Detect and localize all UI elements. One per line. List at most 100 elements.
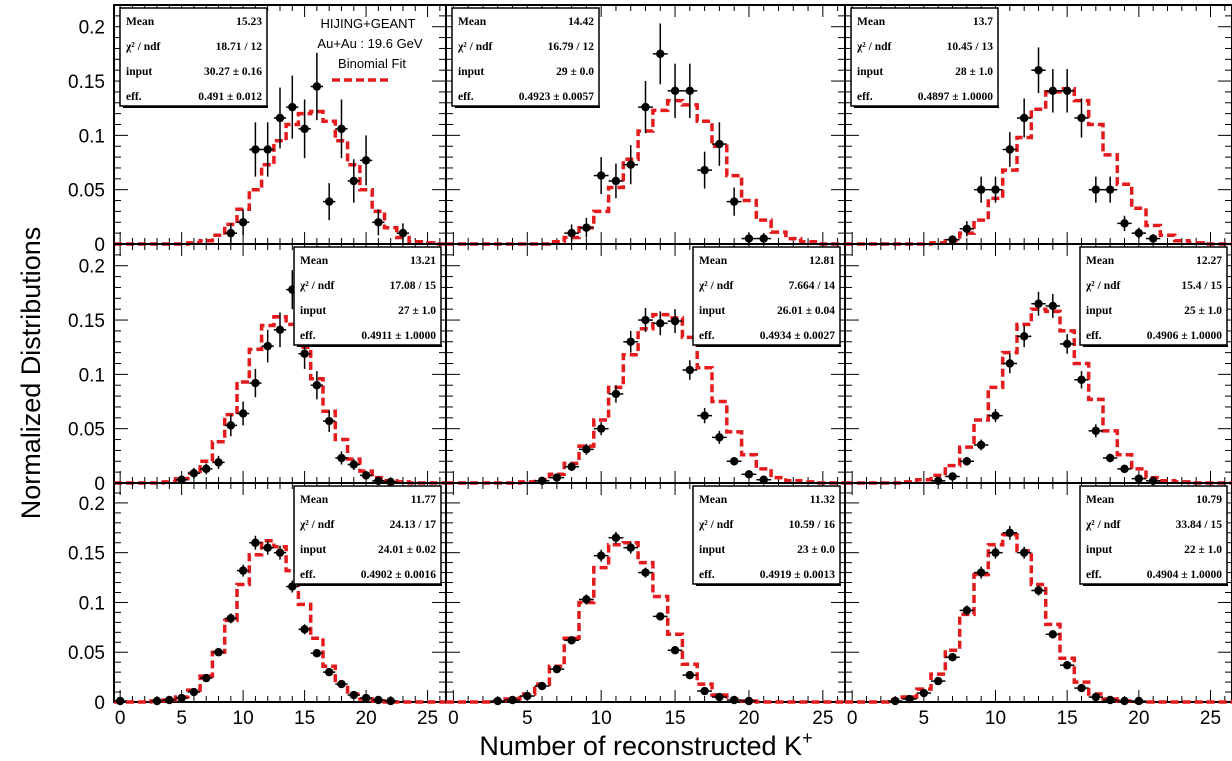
- stats-label: χ² / ndf: [299, 519, 334, 531]
- data-marker: [263, 543, 272, 552]
- data-marker: [670, 316, 680, 326]
- data-point: [608, 385, 624, 403]
- stats-box: Mean 12.81 χ² / ndf 7.664 / 14 input 26.01 ± …: [692, 246, 841, 347]
- binomial-fit-line: [114, 109, 446, 246]
- data-marker: [715, 692, 724, 702]
- stats-label: Mean: [1086, 494, 1115, 506]
- binomial-fit-line: [446, 98, 845, 246]
- data-point: [638, 567, 653, 578]
- data-marker: [152, 696, 162, 706]
- stats-box: Mean 11.32 χ² / ndf 10.59 / 16 input 23 ± 0.0…: [692, 485, 841, 586]
- data-point: [249, 122, 262, 177]
- data-marker: [919, 688, 929, 698]
- data-marker: [1148, 234, 1158, 243]
- data-point: [1060, 69, 1075, 113]
- data-marker: [251, 538, 260, 547]
- stats-value-input: 26.01 ± 0.04: [777, 305, 835, 317]
- data-marker: [641, 568, 650, 577]
- data-marker: [508, 695, 517, 705]
- data-point: [988, 409, 1003, 423]
- stats-value-chi2: 18.71 / 12: [216, 41, 263, 53]
- data-marker: [1005, 528, 1015, 537]
- data-marker: [611, 533, 621, 542]
- x-tick-label: 15: [294, 708, 315, 729]
- x-tick-label: 5: [176, 708, 187, 729]
- data-point: [1060, 334, 1075, 354]
- y-tick-label: 0: [94, 474, 105, 495]
- data-marker: [361, 471, 371, 480]
- annotation-line1: HIJING+GEANT: [321, 16, 416, 31]
- stats-label: input: [857, 66, 883, 78]
- x-tick-label: 25: [1200, 708, 1221, 729]
- y-tick-label: 0.2: [79, 257, 105, 278]
- data-point: [945, 235, 960, 244]
- data-marker: [398, 228, 408, 238]
- stats-value-mean: 13.7: [973, 16, 993, 28]
- stats-label: χ² / ndf: [698, 519, 733, 531]
- x-axis-title-main: Number of reconstructed K: [479, 731, 802, 761]
- stats-value-chi2: 16.79 / 12: [548, 41, 595, 53]
- data-point: [372, 695, 385, 705]
- stats-value-eff: 0.4906 ± 1.0000: [1147, 330, 1223, 342]
- panel-1-3: Mean 13.7 χ² / ndf 10.45 / 13 input 28 ± 1.0 e…: [844, 4, 1232, 246]
- data-point: [1117, 464, 1132, 474]
- data-marker: [552, 473, 562, 482]
- data-point: [564, 224, 579, 242]
- stats-box-frame: [850, 7, 999, 107]
- data-point: [384, 696, 397, 706]
- data-point: [1031, 291, 1046, 316]
- stats-value-chi2: 24.13 / 17: [390, 519, 437, 531]
- data-marker: [226, 421, 236, 430]
- data-point: [1146, 234, 1161, 243]
- stats-box-frame: [692, 246, 841, 346]
- data-point: [974, 566, 989, 579]
- data-point: [249, 368, 262, 398]
- data-marker: [890, 696, 900, 706]
- data-marker: [1048, 86, 1058, 96]
- data-point: [396, 223, 410, 243]
- data-point: [564, 462, 579, 472]
- data-point: [726, 456, 742, 466]
- data-point: [519, 691, 535, 701]
- data-point: [1002, 132, 1017, 167]
- data-marker: [189, 687, 199, 697]
- stats-label: Mean: [857, 16, 886, 28]
- data-point: [200, 673, 213, 683]
- data-marker: [493, 696, 502, 706]
- stats-value-chi2: 17.08 / 15: [390, 280, 437, 292]
- data-marker: [582, 595, 591, 604]
- data-marker: [759, 475, 768, 484]
- stats-box: Mean 10.79 χ² / ndf 33.84 / 15 input 22 ± 1.0…: [1079, 485, 1228, 586]
- x-tick-label: 5: [919, 708, 930, 729]
- data-point: [697, 151, 712, 189]
- data-marker: [1134, 228, 1144, 238]
- data-point: [323, 410, 336, 432]
- data-point: [712, 122, 727, 166]
- data-marker: [251, 378, 260, 388]
- data-marker: [238, 409, 248, 418]
- data-marker: [324, 197, 334, 206]
- stats-label: input: [699, 305, 725, 317]
- data-marker: [275, 548, 285, 557]
- data-marker: [670, 86, 680, 96]
- data-point: [652, 23, 668, 85]
- axis-labels: 0000.050.050.050.10.10.10.150.150.150.20…: [68, 18, 1221, 729]
- data-point: [623, 145, 639, 185]
- data-point: [505, 695, 520, 705]
- data-marker: [1077, 375, 1086, 384]
- panel-1-2: Mean 14.42 χ² / ndf 16.79 / 12 input 29 ± 0.0…: [445, 4, 846, 246]
- data-point: [323, 183, 336, 221]
- data-point: [347, 159, 360, 203]
- data-marker: [324, 416, 334, 426]
- data-point: [187, 687, 201, 697]
- data-marker: [948, 472, 957, 481]
- data-point: [945, 653, 960, 662]
- data-marker: [337, 679, 346, 689]
- stats-label: Mean: [699, 255, 728, 267]
- data-point: [741, 233, 757, 244]
- data-marker: [263, 341, 272, 351]
- data-point: [310, 649, 324, 658]
- y-tick-label: 0.05: [68, 643, 105, 664]
- data-point: [1088, 424, 1103, 438]
- data-marker: [656, 612, 665, 621]
